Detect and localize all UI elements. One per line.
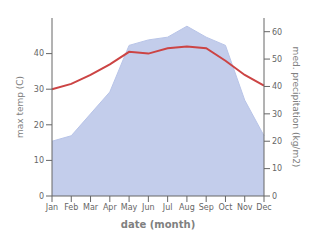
svg-text:May: May (121, 203, 138, 212)
svg-text:date (month): date (month) (121, 219, 195, 230)
svg-text:Feb: Feb (64, 203, 78, 212)
svg-text:Mar: Mar (83, 203, 99, 212)
svg-text:40: 40 (272, 82, 282, 91)
svg-text:Sep: Sep (199, 203, 214, 212)
svg-text:max temp (C): max temp (C) (15, 76, 25, 138)
svg-text:Jun: Jun (141, 203, 155, 212)
svg-text:50: 50 (272, 55, 282, 64)
svg-text:0: 0 (272, 192, 277, 201)
svg-text:Apr: Apr (103, 203, 118, 212)
svg-text:20: 20 (34, 121, 44, 130)
svg-text:Jul: Jul (162, 203, 173, 212)
svg-text:10: 10 (34, 156, 44, 165)
svg-text:Aug: Aug (179, 203, 195, 212)
svg-text:Jan: Jan (45, 203, 58, 212)
svg-text:30: 30 (34, 85, 44, 94)
svg-text:10: 10 (272, 164, 282, 173)
svg-text:60: 60 (272, 28, 282, 37)
svg-text:Oct: Oct (219, 203, 233, 212)
svg-text:Dec: Dec (256, 203, 271, 212)
svg-text:30: 30 (272, 110, 282, 119)
svg-text:0: 0 (39, 192, 44, 201)
svg-text:20: 20 (272, 137, 282, 146)
svg-text:40: 40 (34, 49, 44, 58)
svg-text:Nov: Nov (237, 203, 253, 212)
svg-text:med. precipitation (kg/m2): med. precipitation (kg/m2) (291, 47, 301, 168)
